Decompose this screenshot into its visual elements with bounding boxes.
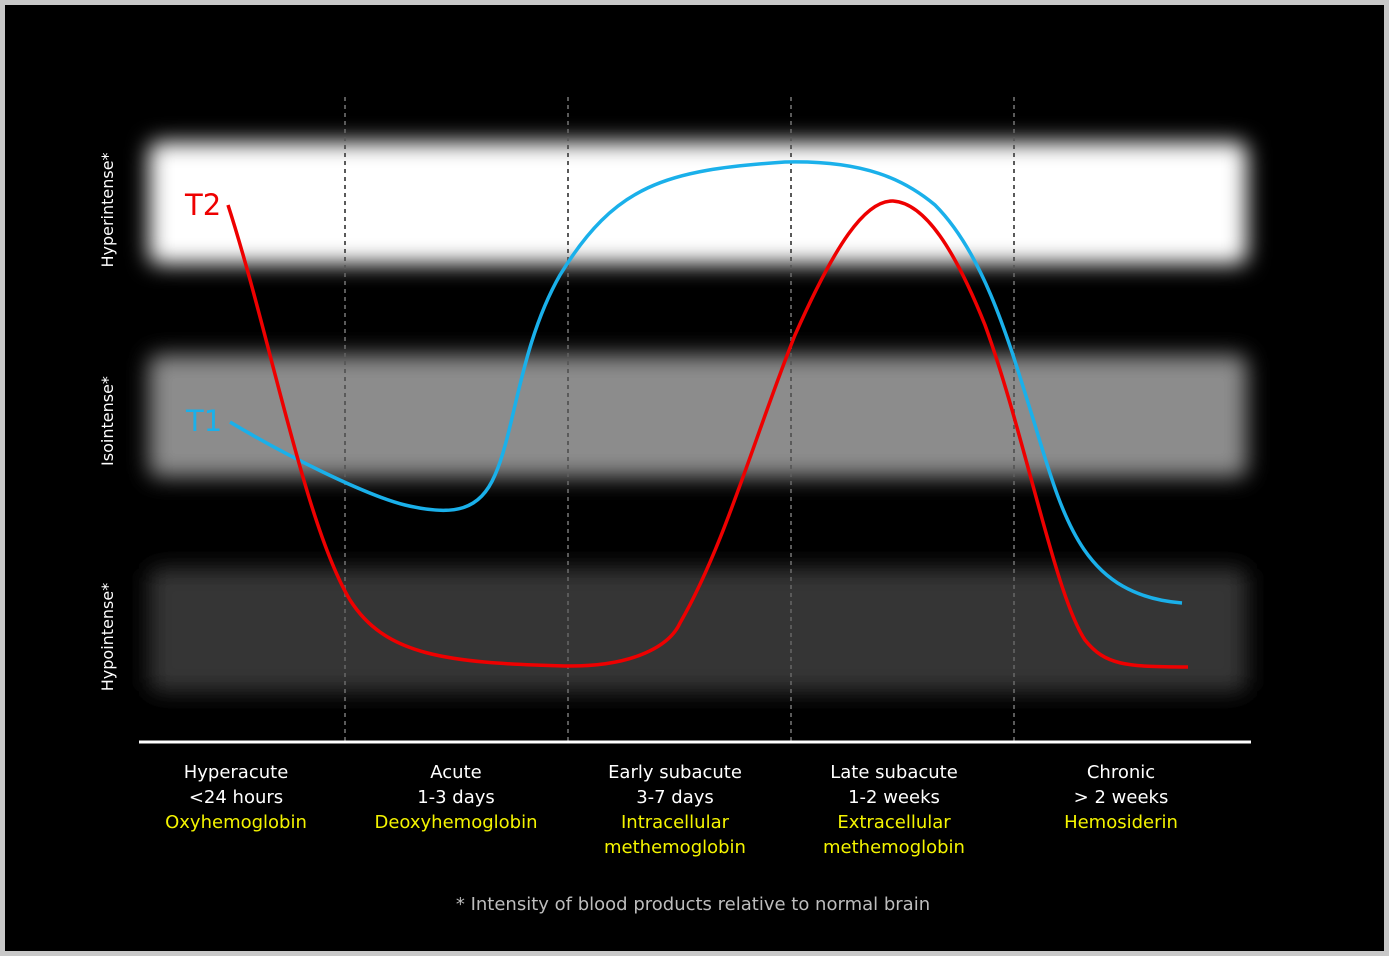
hypointense-band: [149, 568, 1247, 692]
hyperintense-band: [149, 142, 1247, 264]
intensity-bands: [149, 142, 1247, 692]
stage-name: Hyperacute: [184, 762, 289, 783]
hypointense-label: Hypointense*: [98, 583, 117, 691]
stage-time: 1-2 weeks: [848, 787, 940, 808]
intensity-axis-labels: Hyperintense* Isointense* Hypointense*: [98, 152, 117, 691]
t1-signal-curve: [229, 160, 1183, 605]
signal-evolution-diagram: Hyperintense* Isointense* Hypointense* T…: [98, 97, 1251, 915]
stage-chronic: Chronic > 2 weeks Hemosiderin: [1064, 762, 1178, 833]
stage-blood-product: methemoglobin: [823, 837, 965, 858]
stage-time: 3-7 days: [636, 787, 714, 808]
diagram-frame: Hyperintense* Isointense* Hypointense* T…: [5, 5, 1384, 951]
stage-blood-product: Extracellular: [837, 812, 951, 833]
stage-late-subacute: Late subacute 1-2 weeks Extracellular me…: [823, 762, 965, 858]
stage-acute: Acute 1-3 days Deoxyhemoglobin: [374, 762, 537, 833]
stage-labels: Hyperacute <24 hours Oxyhemoglobin Acute…: [165, 762, 1178, 858]
stage-name: Early subacute: [608, 762, 742, 783]
stage-blood-product: Intracellular: [621, 812, 730, 833]
footnote: * Intensity of blood products relative t…: [456, 894, 930, 915]
t1-curve-label: T1: [185, 404, 222, 438]
stage-blood-product: methemoglobin: [604, 837, 746, 858]
isointense-band: [149, 355, 1247, 477]
stage-time: <24 hours: [189, 787, 283, 808]
stage-blood-product: Deoxyhemoglobin: [374, 812, 537, 833]
stage-time: 1-3 days: [417, 787, 495, 808]
stage-name: Acute: [430, 762, 481, 783]
stage-hyperacute: Hyperacute <24 hours Oxyhemoglobin: [165, 762, 307, 833]
stage-time: > 2 weeks: [1074, 787, 1169, 808]
isointense-label: Isointense*: [98, 376, 117, 466]
t2-signal-curve: [226, 199, 1189, 669]
stage-name: Chronic: [1087, 762, 1155, 783]
hyperintense-label: Hyperintense*: [98, 152, 117, 267]
stage-blood-product: Oxyhemoglobin: [165, 812, 307, 833]
stage-blood-product: Hemosiderin: [1064, 812, 1178, 833]
stage-early-subacute: Early subacute 3-7 days Intracellular me…: [604, 762, 746, 858]
stage-name: Late subacute: [830, 762, 958, 783]
t2-curve-label: T2: [184, 188, 221, 222]
